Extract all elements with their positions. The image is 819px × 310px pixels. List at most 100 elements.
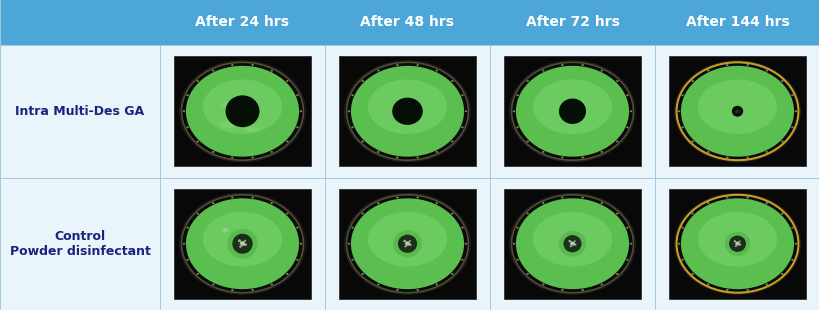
Ellipse shape [532, 79, 611, 134]
Ellipse shape [512, 243, 514, 245]
Ellipse shape [296, 227, 298, 229]
Ellipse shape [239, 246, 242, 248]
Ellipse shape [563, 235, 581, 252]
Ellipse shape [516, 94, 518, 96]
Ellipse shape [186, 126, 188, 128]
Bar [654, 45, 819, 178]
Ellipse shape [403, 240, 405, 242]
Ellipse shape [615, 213, 618, 215]
Ellipse shape [450, 140, 453, 142]
Ellipse shape [361, 213, 364, 215]
Ellipse shape [361, 80, 364, 82]
Ellipse shape [435, 283, 437, 286]
Ellipse shape [728, 236, 745, 252]
Ellipse shape [231, 197, 233, 198]
Ellipse shape [186, 66, 299, 157]
Ellipse shape [794, 243, 796, 245]
Ellipse shape [368, 79, 446, 134]
Ellipse shape [677, 243, 680, 245]
Ellipse shape [347, 110, 350, 112]
Ellipse shape [231, 64, 233, 66]
Ellipse shape [526, 273, 528, 275]
Ellipse shape [790, 94, 793, 96]
Ellipse shape [299, 110, 302, 112]
Text: After 48 hrs: After 48 hrs [360, 16, 454, 29]
Ellipse shape [725, 64, 728, 66]
Ellipse shape [526, 213, 528, 215]
Ellipse shape [573, 244, 576, 246]
Ellipse shape [409, 240, 410, 242]
Ellipse shape [541, 283, 544, 286]
Ellipse shape [581, 157, 583, 158]
Ellipse shape [212, 202, 215, 204]
Bar [0, 178, 160, 310]
Ellipse shape [515, 198, 628, 289]
Ellipse shape [674, 61, 799, 162]
Ellipse shape [706, 202, 708, 204]
Ellipse shape [706, 283, 708, 286]
Ellipse shape [212, 283, 215, 286]
Ellipse shape [225, 95, 259, 127]
Ellipse shape [509, 61, 635, 162]
Ellipse shape [197, 213, 199, 215]
Ellipse shape [725, 197, 728, 198]
Ellipse shape [560, 197, 563, 198]
Ellipse shape [794, 110, 796, 112]
Ellipse shape [464, 110, 467, 112]
Ellipse shape [464, 243, 467, 245]
Ellipse shape [396, 289, 398, 291]
Ellipse shape [368, 212, 446, 267]
Ellipse shape [734, 245, 736, 247]
Ellipse shape [270, 151, 273, 153]
Ellipse shape [600, 151, 602, 153]
Ellipse shape [460, 259, 463, 261]
Ellipse shape [351, 94, 354, 96]
Bar [160, 45, 324, 178]
Bar [0, 0, 819, 45]
Ellipse shape [764, 283, 767, 286]
Text: After 72 hrs: After 72 hrs [525, 16, 618, 29]
Ellipse shape [600, 69, 602, 72]
Ellipse shape [541, 151, 544, 153]
Ellipse shape [629, 110, 631, 112]
Ellipse shape [674, 193, 799, 294]
Ellipse shape [690, 80, 693, 82]
Ellipse shape [270, 283, 273, 286]
Ellipse shape [219, 122, 237, 128]
Ellipse shape [526, 80, 528, 82]
Ellipse shape [231, 157, 233, 158]
Ellipse shape [677, 110, 680, 112]
Ellipse shape [397, 235, 417, 253]
Ellipse shape [183, 110, 185, 112]
Ellipse shape [560, 289, 563, 291]
Ellipse shape [251, 64, 254, 66]
Ellipse shape [569, 246, 571, 247]
Ellipse shape [560, 64, 563, 66]
Ellipse shape [568, 240, 571, 242]
Ellipse shape [286, 213, 288, 215]
Ellipse shape [541, 202, 544, 204]
Ellipse shape [780, 273, 783, 275]
Ellipse shape [600, 283, 602, 286]
Ellipse shape [435, 151, 437, 153]
Ellipse shape [286, 273, 288, 275]
Ellipse shape [179, 193, 305, 294]
Ellipse shape [697, 212, 776, 267]
Ellipse shape [404, 246, 406, 247]
Ellipse shape [416, 197, 419, 198]
Ellipse shape [243, 240, 246, 242]
Ellipse shape [435, 202, 437, 204]
Ellipse shape [251, 157, 254, 158]
Ellipse shape [450, 80, 453, 82]
Text: Control
Powder disinfectant: Control Powder disinfectant [10, 230, 150, 258]
Ellipse shape [270, 202, 273, 204]
Ellipse shape [764, 202, 767, 204]
Ellipse shape [351, 198, 464, 289]
Ellipse shape [251, 289, 254, 291]
Bar [339, 56, 475, 166]
Ellipse shape [361, 140, 364, 142]
Bar [0, 45, 160, 178]
Bar [668, 189, 805, 299]
Ellipse shape [179, 61, 305, 162]
Ellipse shape [396, 64, 398, 66]
